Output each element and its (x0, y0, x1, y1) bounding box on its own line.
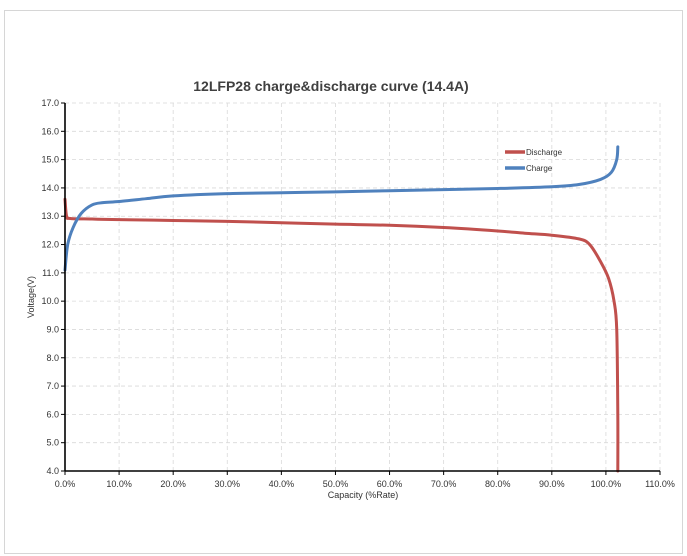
series-lines (63, 145, 620, 473)
x-tick-label: 70.0% (431, 479, 457, 489)
legend-label-discharge: Discharge (526, 148, 563, 157)
x-tick-label: 100.0% (591, 479, 622, 489)
x-tick-label: 80.0% (485, 479, 511, 489)
y-tick-label: 9.0 (46, 324, 59, 334)
x-tick-label: 60.0% (377, 479, 403, 489)
y-tick-label: 10.0 (41, 296, 59, 306)
y-tick-label: 14.0 (41, 183, 59, 193)
y-tick-label: 11.0 (42, 268, 59, 278)
legend: Discharge Charge (505, 148, 563, 173)
axes (61, 102, 661, 475)
y-axis-label: Voltage(V) (26, 276, 36, 318)
x-tick-label: 20.0% (160, 479, 186, 489)
y-tick-label: 8.0 (46, 353, 59, 363)
x-tick-label: 30.0% (215, 479, 241, 489)
y-tick-label: 15.0 (41, 155, 59, 165)
y-tick-label: 16.0 (41, 126, 59, 136)
chart: 12LFP28 charge&discharge curve (14.4A) 0… (26, 78, 675, 500)
x-tick-label: 10.0% (106, 479, 132, 489)
y-tick-labels: 4.0 5.0 6.0 7.0 8.0 9.0 10.0 11.0 12.0 13.0 14.0 15… (41, 98, 59, 476)
x-tick-labels: 0.0% 10.0% 20.0% 30.0% 40.0% 50.0% 60.0% 70.0% 8… (55, 479, 675, 489)
x-axis-label: Capacity (%Rate) (328, 490, 399, 500)
legend-label-charge: Charge (526, 164, 553, 173)
series-line-charge (63, 145, 620, 272)
x-tick-label: 90.0% (539, 479, 565, 489)
grid (65, 102, 661, 471)
chart-frame: 12LFP28 charge&discharge curve (14.4A) 0… (4, 10, 683, 554)
y-tick-label: 17.0 (41, 98, 59, 108)
y-tick-label: 13.0 (41, 211, 59, 221)
series-line-discharge (63, 197, 620, 473)
y-tick-label: 4.0 (46, 466, 59, 476)
x-tick-label: 0.0% (55, 479, 76, 489)
y-tick-label: 6.0 (46, 409, 59, 419)
x-tick-label: 110.0% (645, 479, 675, 489)
y-tick-label: 12.0 (41, 240, 59, 250)
x-tick-label: 40.0% (269, 479, 295, 489)
y-tick-label: 5.0 (46, 438, 59, 448)
y-tick-label: 7.0 (46, 381, 59, 391)
chart-title: 12LFP28 charge&discharge curve (14.4A) (193, 78, 468, 94)
x-tick-label: 50.0% (323, 479, 349, 489)
